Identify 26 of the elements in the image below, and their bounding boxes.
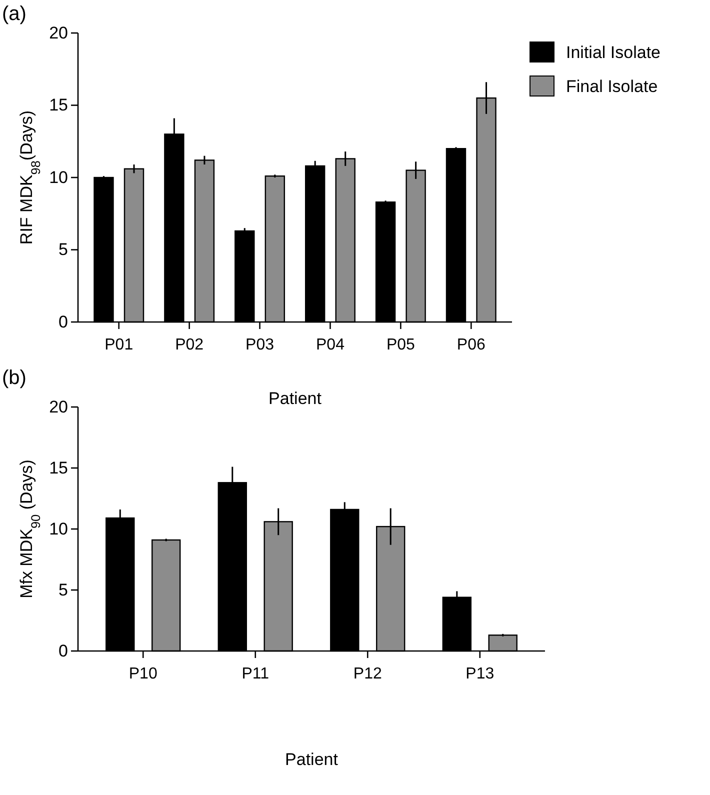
y-tick-label: 15 <box>49 458 68 478</box>
y-tick-label: 20 <box>49 397 68 416</box>
legend-label: Final Isolate <box>566 77 658 96</box>
y-tick-label: 10 <box>49 168 68 187</box>
chart-title: (a) <box>2 3 26 25</box>
y-tick-label: 5 <box>58 580 68 600</box>
legend-label: Initial Isolate <box>566 43 660 62</box>
y-tick-label: 5 <box>58 240 68 260</box>
x-tick-label: P03 <box>246 336 274 354</box>
y-tick-label: 10 <box>49 519 68 538</box>
y-tick-label: 0 <box>58 312 68 332</box>
x-tick-label: P02 <box>175 336 204 354</box>
x-axis-title: Patient <box>268 389 322 408</box>
x-tick-label: P12 <box>353 666 382 683</box>
x-tick-label: P04 <box>316 336 345 354</box>
y-tick-label: 0 <box>58 641 68 660</box>
x-tick-label: P13 <box>466 666 494 683</box>
x-tick-label: P01 <box>104 336 134 354</box>
x-tick-label: P10 <box>128 666 158 683</box>
x-tick-label: P06 <box>456 336 486 354</box>
x-tick-label: P05 <box>386 336 416 354</box>
y-tick-label: 20 <box>49 23 68 42</box>
x-axis-title: Patient <box>285 750 338 769</box>
y-tick-label: 15 <box>49 96 68 115</box>
x-tick-label: P11 <box>242 666 270 683</box>
chart-title: (b) <box>2 367 26 389</box>
